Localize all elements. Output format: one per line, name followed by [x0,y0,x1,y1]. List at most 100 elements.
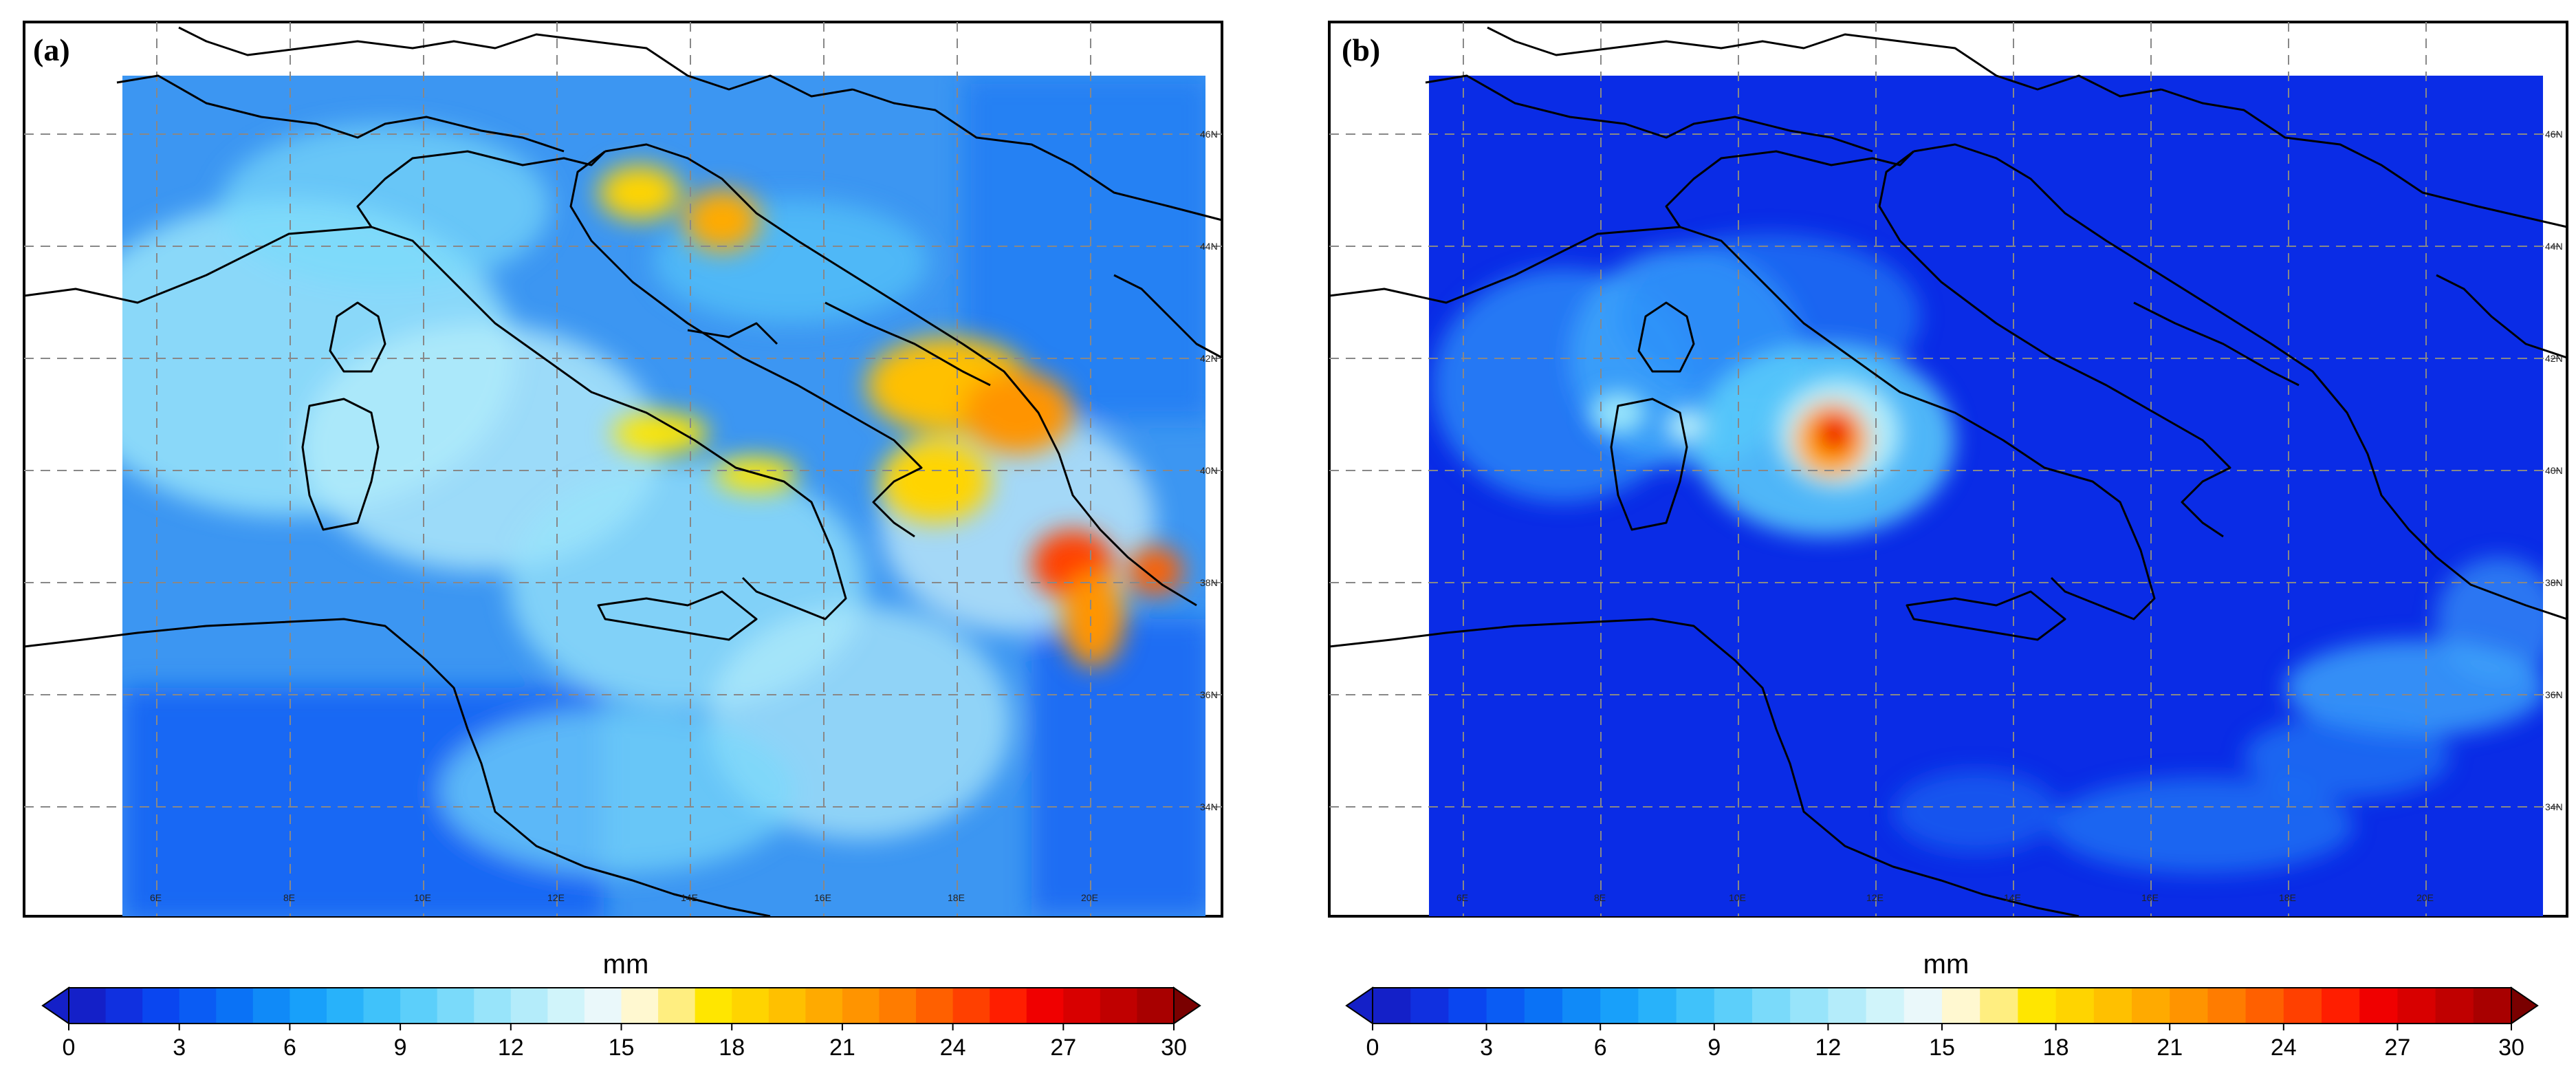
colorbar-swatch [1410,988,1449,1024]
lon-label: 6E [1456,892,1468,903]
colorbar-swatch [547,988,585,1024]
colorbar-swatch [952,988,990,1024]
panel-a: 46N 44N 42N 40N 38N 36N 34N 6E 8E 10E 12… [0,0,1288,1079]
colorbar-swatch [1100,988,1137,1024]
precip-field [122,76,1205,916]
colorbar-swatch [805,988,843,1024]
lon-label: 14E [681,892,698,903]
lat-label: 44N [2545,241,2563,252]
precip-field [1429,76,2543,916]
colorbar-swatch [252,988,290,1024]
colorbar-swatch [1676,988,1715,1024]
colorbar-swatch [1600,988,1639,1024]
colorbar-unit: mm [603,949,649,980]
colorbar-swatch [290,988,327,1024]
colorbar-swatch [1638,988,1677,1024]
colorbar-tick-label: 12 [498,1035,524,1061]
lat-label: 36N [1200,689,1218,700]
colorbar-swatch [584,988,622,1024]
panel-label: (b) [1342,32,1380,67]
colorbar-tick-label: 30 [2498,1035,2524,1061]
lon-label: 8E [1594,892,1606,903]
colorbar-swatch [2283,988,2322,1024]
lat-label: 38N [1200,577,1218,588]
lat-label: 42N [2545,353,2563,364]
colorbar-swatch [1828,988,1867,1024]
lon-label: 16E [2141,892,2159,903]
colorbar-swatch [2435,988,2474,1024]
colorbar-tick-label: 9 [394,1035,407,1061]
lon-label: 10E [1729,892,1746,903]
colorbar-swatch [1063,988,1101,1024]
colorbar-swatch [326,988,364,1024]
colorbar-over-arrow [1173,986,1201,1025]
colorbar-swatch [105,988,143,1024]
coastlines [1329,26,2568,918]
colorbar-swatch [2093,988,2132,1024]
colorbar-tick-label: 12 [1815,1035,1841,1061]
colorbar-swatch [1562,988,1601,1024]
colorbar-tick-label: 0 [63,1035,76,1061]
lat-tick-labels: 46N 44N 42N 40N 38N 36N 34N [2545,129,2563,812]
colorbar-swatch [732,988,769,1024]
lat-label: 42N [1200,353,1218,364]
colorbar-swatch [400,988,438,1024]
colorbar-tick-label: 21 [2157,1035,2183,1061]
colorbar-swatch [2473,988,2512,1024]
colorbar-tick-label: 27 [1050,1035,1076,1061]
colorbar-swatch [216,988,254,1024]
lon-label: 18E [948,892,965,903]
lat-label: 36N [2545,689,2563,700]
colorbar-tick-label: 15 [609,1035,635,1061]
lat-label: 40N [2545,465,2563,476]
colorbar-swatch [363,988,401,1024]
colorbar-swatch [1373,988,1411,1024]
colorbar-tick-label: 18 [2043,1035,2069,1061]
colorbar-swatch [1942,988,1980,1024]
colorbar-tick-label: 30 [1161,1035,1187,1061]
colorbar-tick-label: 3 [1480,1035,1493,1061]
colorbar-a-ticks: 0 3 6 9 12 15 18 21 24 27 30 [63,1024,1187,1061]
lon-label: 12E [1866,892,1884,903]
lat-label: 34N [1200,801,1218,812]
colorbar-swatch [2245,988,2284,1024]
panel-label: (a) [33,32,70,67]
panel-b-svg: 46N 44N 42N 40N 38N 36N 34N 6E 8E 10E 12… [1328,21,2568,1061]
colorbar-swatch [1790,988,1829,1024]
colorbar-unit: mm [1923,949,1969,980]
colorbar-swatch [1903,988,1943,1024]
colorbar-swatch [474,988,512,1024]
colorbar-tick-label: 24 [940,1035,966,1061]
panel-b: 46N 44N 42N 40N 38N 36N 34N 6E 8E 10E 12… [1288,0,2576,1079]
lat-label: 34N [2545,801,2563,812]
colorbar-swatch [1714,988,1753,1024]
colorbar-swatch [695,988,732,1024]
colorbar-swatch [768,988,806,1024]
colorbar-a [68,987,1175,1024]
panel-a-svg: 46N 44N 42N 40N 38N 36N 34N 6E 8E 10E 12… [23,21,1223,1061]
colorbar-tick-label: 0 [1366,1035,1379,1061]
lat-label: 44N [1200,241,1218,252]
colorbar-swatch [2132,988,2170,1024]
colorbar-swatch [2055,988,2095,1024]
colorbar-swatch [69,988,107,1024]
colorbar-tick-label: 6 [283,1035,296,1061]
colorbar-swatch [179,988,217,1024]
colorbar-swatch [2170,988,2208,1024]
lon-label: 20E [2416,892,2434,903]
colorbar-swatch [1026,988,1064,1024]
colorbar-b [1372,987,2512,1024]
colorbar-tick-label: 27 [2384,1035,2410,1061]
lon-tick-labels: 6E 8E 10E 12E 14E 16E 18E 20E [150,892,1098,903]
lat-label: 46N [1200,129,1218,140]
colorbar-tick-label: 3 [173,1035,186,1061]
lon-label: 10E [414,892,431,903]
colorbar-tick-label: 9 [1707,1035,1721,1061]
colorbar-swatch [2018,988,2057,1024]
graticule [24,22,1222,916]
colorbar-swatch [2397,988,2436,1024]
coastlines [23,26,1223,918]
colorbar-swatch [142,988,180,1024]
colorbar-swatch [1448,988,1487,1024]
lat-label: 46N [2545,129,2563,140]
